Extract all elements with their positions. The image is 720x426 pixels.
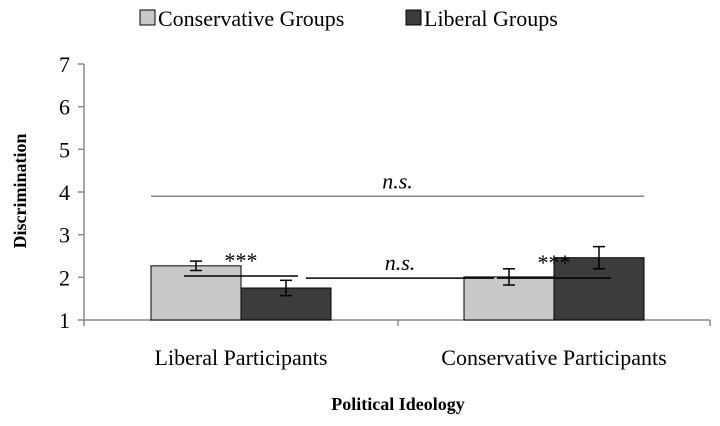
legend-label: Conservative Groups [158,6,344,31]
bar [150,265,242,321]
x-axis: Liberal Participants Conservative Partici… [83,319,711,370]
legend-label: Liberal Groups [424,6,558,31]
significance-label: *** [225,248,258,273]
significance-label: n.s. [385,250,416,275]
error-bars [190,245,605,297]
significance-label: *** [538,250,571,275]
y-tick-label: 6 [59,95,70,120]
x-axis-title: Political Ideology [331,394,465,414]
y-tick-label: 2 [59,265,70,290]
legend-swatch [139,9,156,26]
y-axis: 1 2 3 4 5 6 7 [59,52,85,333]
legend-swatch [405,9,422,26]
x-category-label: Conservative Participants [441,345,666,370]
x-category-label: Liberal Participants [155,345,328,370]
legend-entry: Liberal Groups [405,6,558,31]
y-tick-label: 5 [59,137,70,162]
legend: Conservative Groups Liberal Groups [139,6,558,31]
y-tick-label: 4 [59,180,70,205]
y-tick-label: 3 [59,223,70,248]
significance-annotations: n.s. *** n.s. *** [151,168,644,279]
y-tick-label: 1 [59,308,70,333]
legend-entry: Conservative Groups [139,6,344,31]
significance-label: n.s. [382,168,413,193]
y-axis-title: Discrimination [10,134,30,249]
y-tick-label: 7 [59,52,70,77]
